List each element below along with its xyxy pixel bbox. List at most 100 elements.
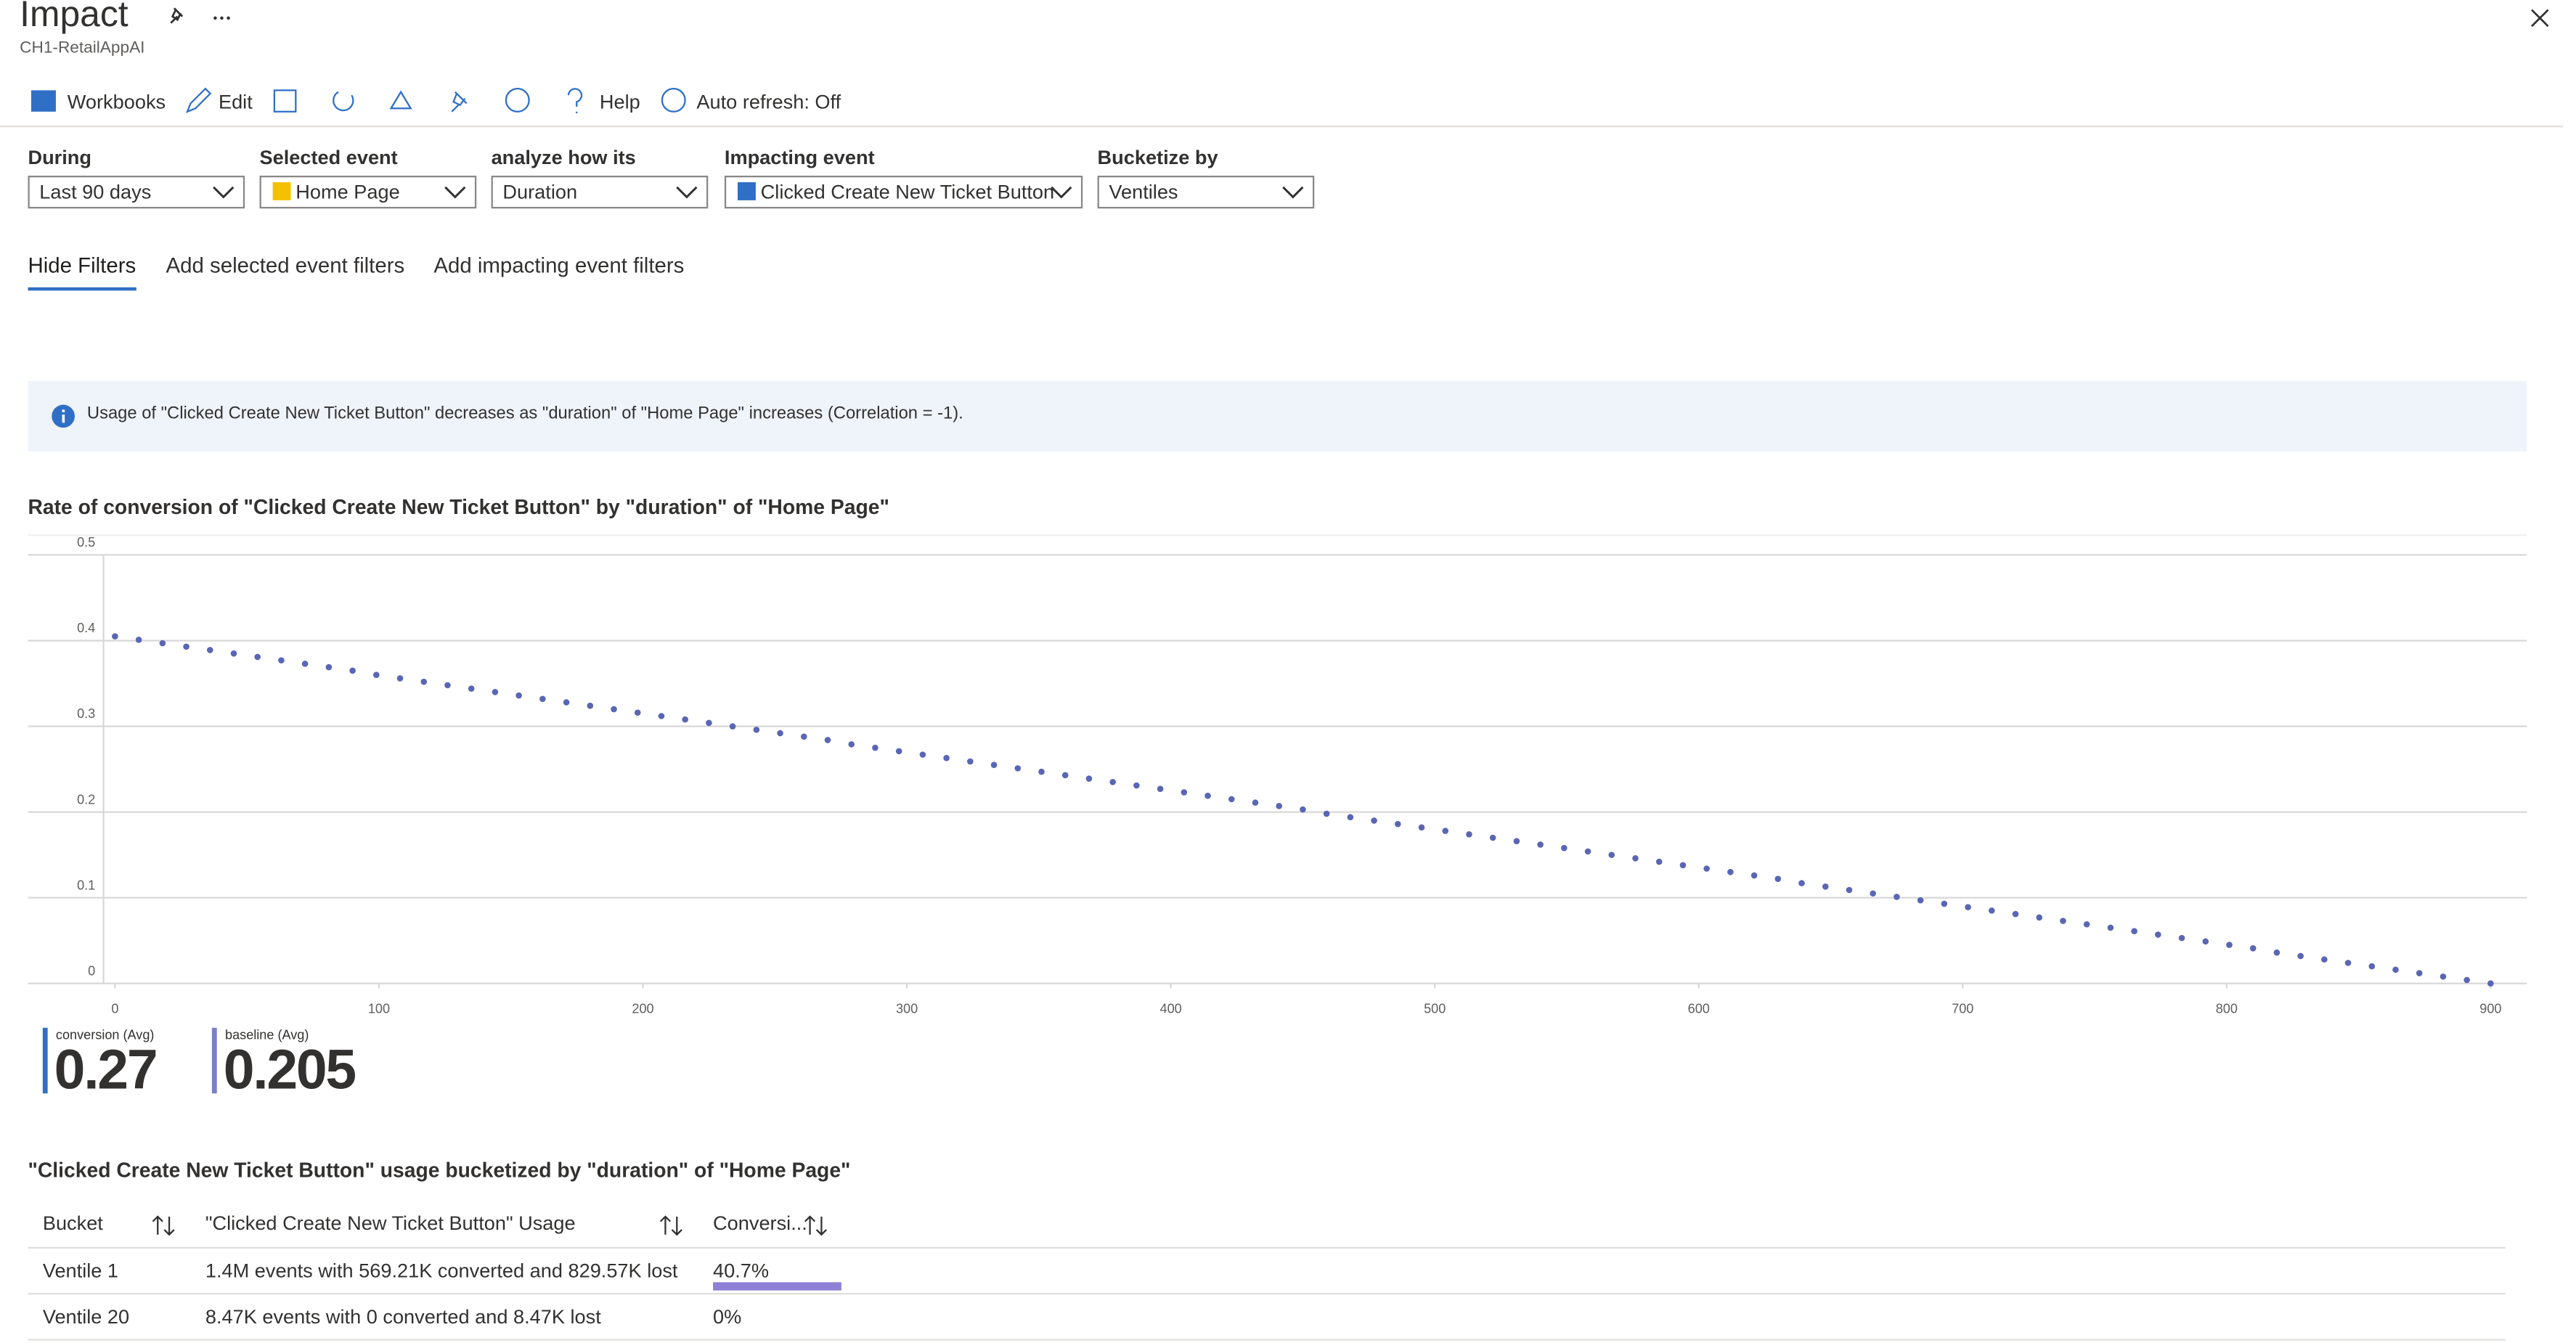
help-icon[interactable] <box>567 88 583 114</box>
info-icon <box>52 404 75 428</box>
column-header[interactable]: "Clicked Create New Ticket Button" Usage <box>205 1212 576 1235</box>
point <box>2107 924 2114 931</box>
point <box>634 709 641 716</box>
filter-label: analyze how its <box>491 146 636 169</box>
point <box>2083 920 2090 928</box>
point <box>539 695 546 703</box>
y-tick-label: 0.2 <box>77 792 95 807</box>
table-cell: 40.7% <box>713 1259 770 1283</box>
point <box>112 633 118 640</box>
toolbar-button[interactable]: Help <box>599 90 640 114</box>
dropdown[interactable] <box>724 175 1083 209</box>
more-icon[interactable] <box>213 16 217 20</box>
feedback-icon[interactable] <box>505 87 530 113</box>
point <box>1228 796 1235 803</box>
x-tick-label: 300 <box>896 1001 918 1016</box>
share-icon[interactable] <box>389 90 412 110</box>
point <box>2368 963 2376 970</box>
toolbar-button[interactable]: Edit <box>218 90 253 114</box>
point <box>2487 980 2494 987</box>
point <box>824 737 831 743</box>
column-header[interactable]: Conversi... <box>713 1212 807 1235</box>
point <box>611 706 617 713</box>
dropdown[interactable] <box>259 175 477 209</box>
save-icon[interactable] <box>273 89 297 113</box>
point <box>1655 858 1663 865</box>
point <box>492 689 499 695</box>
point <box>943 754 950 762</box>
dropdown[interactable] <box>491 175 709 209</box>
point <box>2226 942 2233 948</box>
toolbar-button[interactable]: Workbooks <box>67 90 166 114</box>
toolbar-button[interactable]: Auto refresh: Off <box>696 90 841 114</box>
point <box>777 730 783 737</box>
point <box>2249 944 2257 952</box>
point <box>1061 772 1069 779</box>
x-tick-label: 500 <box>1424 1001 1446 1016</box>
point <box>2273 949 2281 956</box>
toolbar-icons <box>0 87 2563 128</box>
dropdown-icons <box>676 186 698 199</box>
point <box>1347 814 1354 820</box>
column-header[interactable]: Bucket <box>42 1212 103 1235</box>
table-cell: 0% <box>713 1305 742 1328</box>
point <box>278 657 285 664</box>
tab[interactable]: Hide Filters <box>28 253 136 291</box>
point <box>1727 868 1734 875</box>
point <box>468 685 475 692</box>
tab[interactable]: Add impacting event filters <box>433 253 685 278</box>
dropdown[interactable] <box>28 175 245 209</box>
point <box>373 672 380 678</box>
chevron <box>444 186 466 199</box>
table-cell: Ventile 20 <box>42 1305 130 1328</box>
page-title: Impact <box>20 0 129 35</box>
refresh-icon[interactable] <box>333 91 354 112</box>
point <box>753 726 760 733</box>
sort-icon <box>659 1215 682 1236</box>
workbooks-icon[interactable] <box>30 90 56 112</box>
table-lines <box>28 1215 2506 1341</box>
y-tick-label: 0.3 <box>77 706 95 721</box>
point <box>1537 841 1544 848</box>
x-tick-label: 900 <box>2479 1001 2501 1016</box>
point <box>1489 834 1496 841</box>
table-cell: Ventile 1 <box>42 1259 119 1283</box>
summary-bar <box>211 1027 217 1094</box>
dropdown-icons <box>737 182 1072 200</box>
point <box>515 692 522 699</box>
y-tick-label: 0.4 <box>77 621 95 635</box>
point <box>1988 907 1995 914</box>
point <box>1846 886 1853 894</box>
point <box>872 744 879 751</box>
point <box>1323 810 1330 817</box>
point <box>1181 789 1188 796</box>
tab[interactable]: Add selected event filters <box>166 253 405 278</box>
point <box>800 733 807 740</box>
point <box>895 748 902 755</box>
point <box>2416 970 2423 976</box>
point <box>1965 904 1971 910</box>
autorefresh-icon[interactable] <box>661 87 686 113</box>
close-button[interactable] <box>2527 5 2553 31</box>
point <box>1941 900 1948 907</box>
y-tick-label: 0.1 <box>77 878 95 892</box>
point <box>2297 952 2304 960</box>
edit-icon[interactable] <box>185 87 212 113</box>
point <box>2392 966 2399 973</box>
point <box>1822 883 1829 890</box>
point <box>183 643 189 650</box>
dropdown-value: Home Page <box>295 180 400 204</box>
pin-icon[interactable] <box>170 7 184 24</box>
point <box>2012 910 2019 918</box>
pin-icon[interactable] <box>451 91 468 113</box>
filter-label: During <box>28 146 91 169</box>
point <box>1703 865 1710 872</box>
point <box>919 751 926 758</box>
dropdown-icons <box>272 182 466 200</box>
filter-label: Selected event <box>259 146 398 169</box>
point <box>1584 848 1591 855</box>
dropdown[interactable] <box>1097 175 1315 209</box>
point <box>1085 775 1093 782</box>
x-tick-label: 200 <box>632 1001 653 1016</box>
